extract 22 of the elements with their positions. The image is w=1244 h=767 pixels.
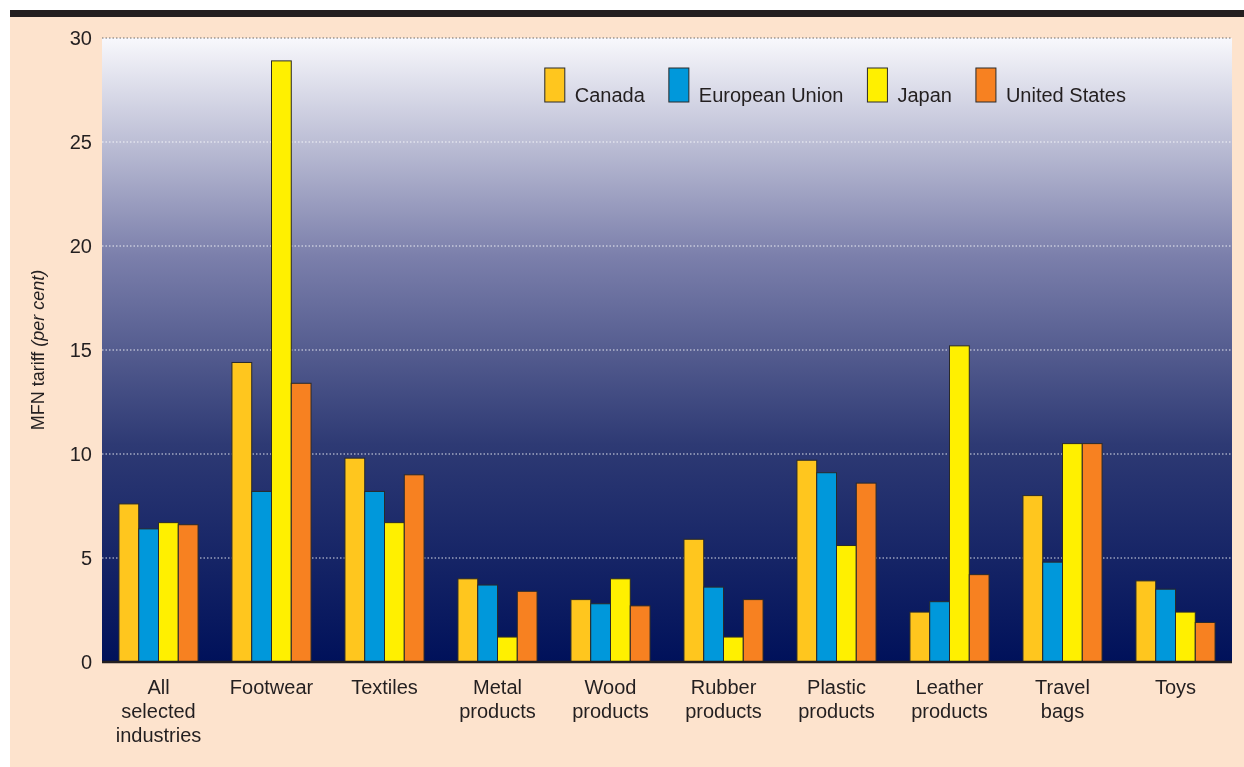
y-tick-label: 20: [69, 234, 92, 257]
x-tick-label: Footwear: [229, 676, 314, 699]
x-tick-label: Travel bags: [1035, 676, 1090, 723]
y-axis-title: MFN tariff (per cent): [28, 269, 48, 431]
y-tick-label: 10: [69, 442, 92, 465]
x-tick-label: Leather products: [911, 676, 988, 723]
x-tick-label: Rubber products: [685, 676, 762, 723]
x-tick-label: Metal products: [459, 676, 536, 723]
legend-label: Canada: [574, 84, 646, 106]
y-tick-label: 30: [69, 26, 92, 49]
y-tick-label: 15: [69, 338, 92, 361]
x-tick-label: Plastic products: [798, 676, 875, 723]
x-tick-label: Textiles: [351, 676, 418, 699]
legend-label: European Union: [698, 84, 844, 106]
y-tick-label: 5: [80, 546, 92, 569]
legend-label: United States: [1005, 84, 1126, 106]
legend-label: Japan: [897, 84, 952, 106]
y-tick-label: 25: [69, 130, 92, 153]
x-tick-label: Wood products: [572, 676, 649, 723]
x-tick-label: All selected industries: [115, 676, 202, 747]
x-tick-label: Toys: [1154, 676, 1197, 699]
y-tick-label: 0: [80, 650, 92, 673]
